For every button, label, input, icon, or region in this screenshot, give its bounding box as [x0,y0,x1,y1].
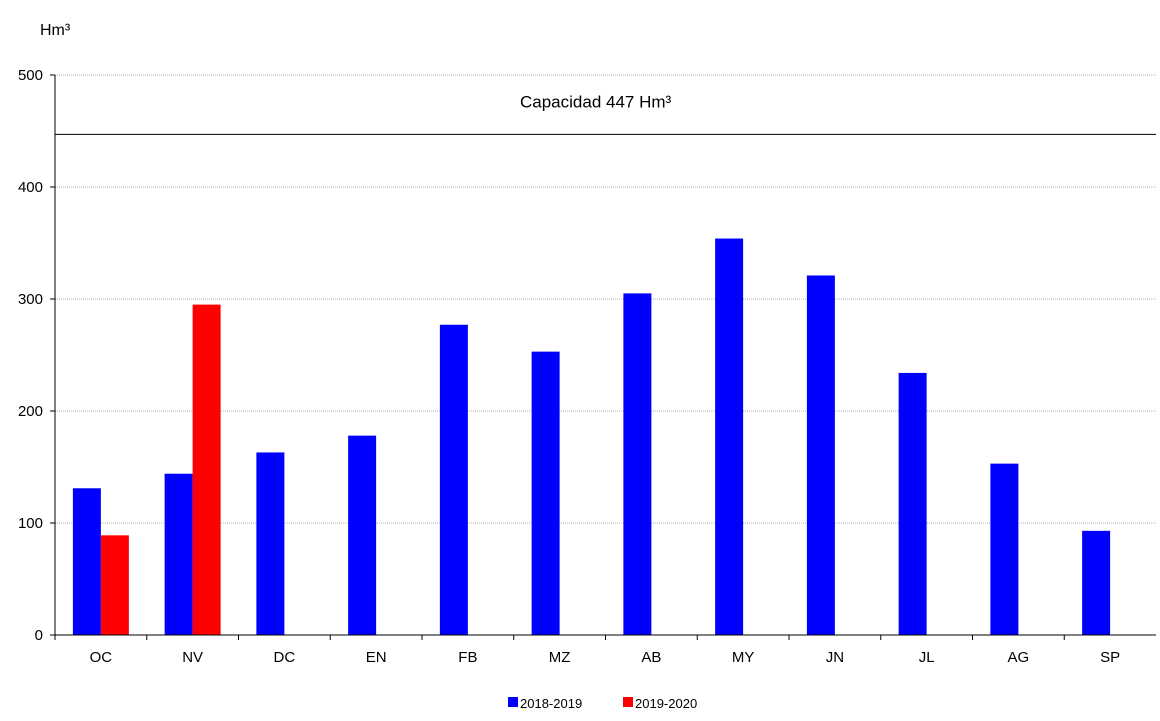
bar-2018-2019-NV [164,473,193,635]
x-tick-label: JN [826,649,844,666]
x-tick-label: NV [182,649,203,666]
bar-2018-2019-SP [1082,530,1111,635]
bar-2018-2019-FB [439,324,468,635]
y-tick-label: 300 [18,291,43,308]
bar-2018-2019-JN [806,275,835,635]
bar-2018-2019-DC [256,452,285,635]
bars [72,238,1111,635]
legend-label: 2018-2019 [520,696,582,711]
axes: 0 100 200 300 400 500 OC NV DC EN FB MZ AB MY JN JL AG SP [18,67,1156,666]
legend-swatch [508,697,518,707]
bar-2018-2019-MZ [531,351,560,635]
legend-label: 2019-2020 [635,696,697,711]
y-tick-label: 400 [18,179,43,196]
x-tick-label: JL [919,649,935,666]
x-tick-label: MZ [549,649,571,666]
bar-2018-2019-EN [348,435,377,635]
y-tick-label: 100 [18,515,43,532]
x-tick-label: SP [1100,649,1120,666]
bar-2019-2020-OC [100,535,129,635]
bar-2018-2019-AG [990,463,1019,635]
bar-2018-2019-OC [72,488,101,635]
y-tick-label: 500 [18,67,43,84]
x-tick-label: AB [641,649,661,666]
legend: 2018-2019 2019-2020 [508,696,697,711]
y-tick-label: 0 [35,627,43,644]
x-tick-label: DC [274,649,296,666]
bar-2019-2020-NV [192,304,221,635]
grid-lines [55,74,1156,524]
capacity-line-group: Capacidad 447 Hm³ [55,92,1156,135]
capacity-label: Capacidad 447 Hm³ [520,92,672,111]
y-axis-title: Hm³ [40,22,71,39]
y-tick-label: 200 [18,403,43,420]
bar-2018-2019-MY [715,238,744,635]
x-tick-label: FB [458,649,477,666]
x-tick-label: EN [366,649,387,666]
x-tick-label: MY [732,649,755,666]
legend-swatch [623,697,633,707]
bar-2018-2019-JL [898,372,927,635]
bar-2018-2019-AB [623,293,652,635]
x-tick-label: OC [90,649,113,666]
x-tick-label: AG [1008,649,1030,666]
